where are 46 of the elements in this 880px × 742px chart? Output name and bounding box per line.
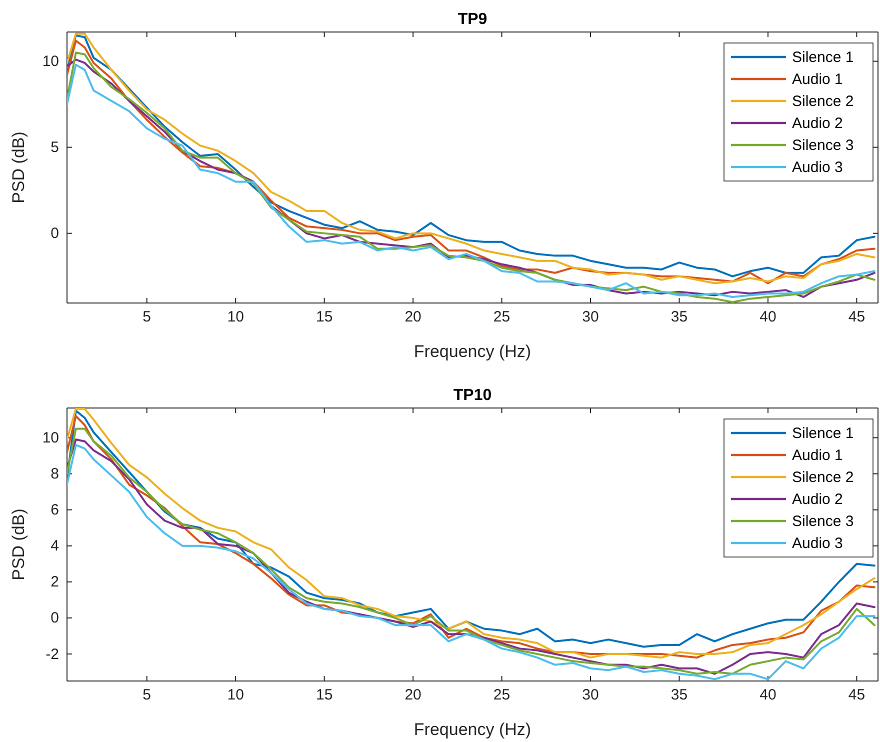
x-tick-label: 5 (142, 686, 152, 704)
y-axis-title: PSD (dB) (9, 508, 28, 580)
legend-label: Audio 2 (792, 491, 843, 508)
x-tick-label: 40 (760, 686, 776, 704)
legend-label: Audio 1 (792, 447, 843, 464)
x-tick-label: 5 (142, 308, 152, 326)
legend-label: Silence 2 (792, 469, 854, 486)
y-tick-label: 5 (50, 139, 59, 156)
y-tick-label: -2 (46, 646, 59, 663)
legend-label: Audio 1 (792, 71, 843, 88)
y-tick-label: 10 (42, 53, 59, 70)
legend-label: Silence 2 (792, 93, 854, 110)
x-tick-label: 10 (227, 686, 244, 704)
chart-title: TP9 (458, 11, 488, 28)
x-tick-label: 30 (582, 686, 599, 704)
y-tick-label: 0 (50, 610, 59, 627)
legend-label: Silence 3 (792, 513, 854, 530)
x-tick-label: 35 (670, 686, 688, 704)
x-tick-label: 10 (227, 308, 244, 326)
y-tick-label: 6 (50, 502, 59, 519)
legend-label: Silence 1 (792, 49, 854, 66)
x-tick-label: 45 (848, 686, 866, 704)
x-tick-label: 25 (493, 686, 510, 704)
x-axis-title: Frequency (Hz) (414, 342, 532, 361)
y-tick-label: 8 (50, 466, 59, 483)
y-axis-title: PSD (dB) (9, 132, 28, 204)
x-tick-label: 25 (493, 308, 510, 326)
legend-label: Audio 3 (792, 159, 843, 176)
y-tick-label: 10 (42, 430, 59, 447)
x-tick-label: 45 (848, 308, 866, 326)
chart-title: TP10 (453, 387, 492, 404)
legend-label: Silence 3 (792, 137, 854, 154)
x-tick-label: 15 (316, 308, 333, 326)
x-tick-label: 30 (582, 308, 599, 326)
x-axis-title: Frequency (Hz) (414, 720, 532, 739)
x-tick-label: 15 (316, 686, 333, 704)
x-tick-label: 20 (404, 308, 422, 326)
y-tick-label: 4 (50, 538, 59, 555)
legend-label: Audio 2 (792, 115, 843, 132)
x-tick-label: 40 (760, 308, 776, 326)
legend-label: Audio 3 (792, 535, 843, 552)
legend-label: Silence 1 (792, 425, 854, 442)
y-tick-label: 0 (50, 225, 59, 242)
y-tick-label: 2 (50, 574, 59, 591)
x-tick-label: 35 (670, 308, 688, 326)
x-tick-label: 20 (404, 686, 422, 704)
